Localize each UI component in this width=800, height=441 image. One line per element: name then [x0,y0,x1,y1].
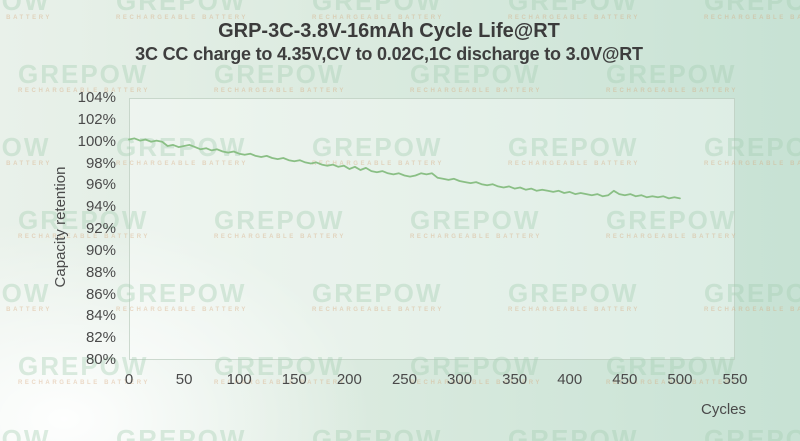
y-tick-label: 88% [85,263,116,281]
x-tick-label: 50 [175,371,193,388]
x-tick-label: 250 [391,371,417,388]
y-tick-label: 86% [85,285,116,303]
capacity-retention-line [128,137,681,200]
y-tick-label: 102% [77,110,116,128]
x-tick-label: 300 [447,371,473,388]
chart-title: GRP-3C-3.8V-16mAh Cycle Life@RT [218,20,560,42]
x-tick-label: 0 [124,371,134,388]
x-tick-label: 500 [667,371,693,388]
x-tick-label: 200 [336,371,362,388]
x-tick-label: 150 [281,371,307,388]
x-axis-title: Cycles [700,401,746,418]
x-tick-label: 400 [557,371,583,388]
y-tick-label: 80% [85,351,116,368]
x-tick-label: 550 [722,371,748,388]
y-tick-label: 92% [85,220,116,237]
x-tick-label: 100 [226,371,252,388]
y-tick-label: 94% [85,198,116,216]
y-tick-label: 84% [85,307,116,325]
y-tick-label: 98% [85,154,116,172]
y-tick-label: 100% [77,132,116,150]
y-tick-label: 104% [77,89,116,106]
y-tick-label: 96% [85,176,116,194]
chart-subtitle: 3C CC charge to 4.35V,CV to 0.02C,1C dis… [135,44,643,64]
y-tick-label: 82% [85,329,116,347]
plot-area [129,98,735,360]
x-tick-label: 350 [502,371,528,388]
y-tick-label: 90% [85,241,116,259]
x-tick-label: 450 [612,371,638,388]
